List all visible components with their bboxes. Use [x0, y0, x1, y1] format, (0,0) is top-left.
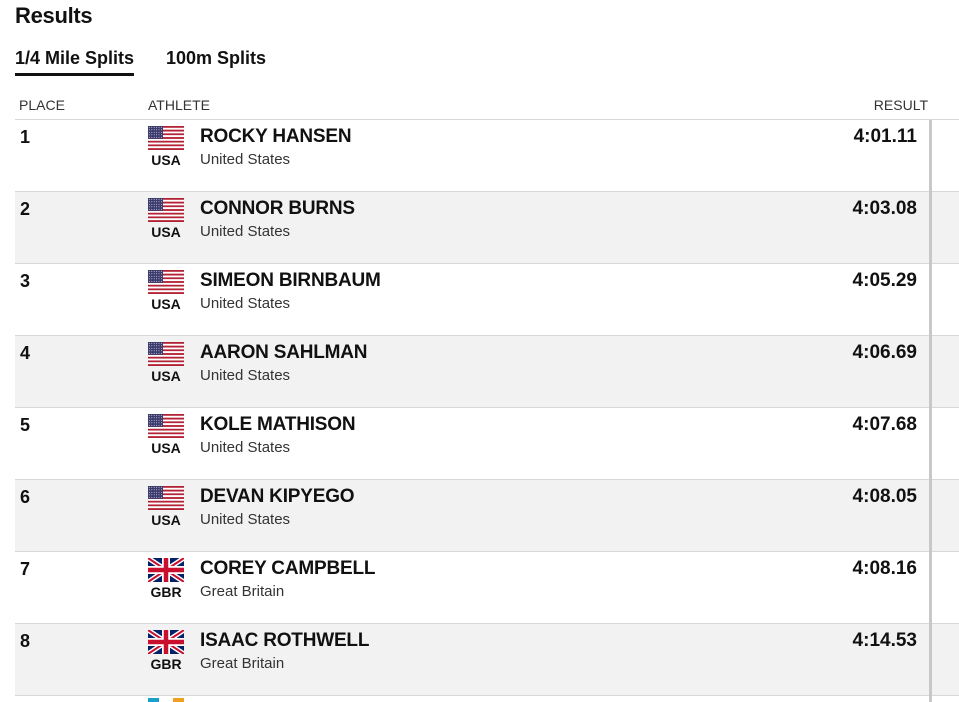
- table-row[interactable]: 2 USA CONNOR BURNS United States 4:03.08: [15, 192, 959, 264]
- column-header-result: RESULT: [873, 97, 928, 113]
- page-title: Results: [15, 3, 93, 28]
- usa-flag-icon: [148, 342, 184, 366]
- place-number: 3: [20, 271, 31, 291]
- tab-quarter-mile-splits[interactable]: 1/4 Mile Splits: [15, 48, 135, 76]
- athlete-name[interactable]: KOLE MATHISON: [200, 414, 356, 435]
- result-time: 4:07.68: [852, 414, 917, 435]
- result-time: 4:01.11: [853, 126, 917, 147]
- athlete-name[interactable]: COREY CAMPBELL: [200, 558, 376, 579]
- place-number: 7: [20, 559, 31, 579]
- table-row[interactable]: 4 USA AARON SAHLMAN United States 4:06.6…: [15, 336, 959, 408]
- country-name: United States: [200, 295, 291, 312]
- place-number: 1: [20, 127, 31, 147]
- usa-flag-icon: [148, 270, 184, 294]
- result-time: 4:08.16: [852, 558, 917, 579]
- result-time: 4:06.69: [852, 342, 917, 363]
- usa-flag-icon: [148, 486, 184, 510]
- country-code: USA: [151, 512, 181, 528]
- table-row[interactable]: 7 GBR COREY CAMPBELL Great Britain 4:08.…: [15, 552, 959, 624]
- athlete-name[interactable]: SIMEON BIRNBAUM: [200, 270, 381, 291]
- gbr-flag-icon: [148, 558, 184, 582]
- result-time: 4:03.08: [852, 198, 917, 219]
- table-row[interactable]: 1 USA ROCKY HANSEN United States 4:01.11: [15, 120, 959, 192]
- usa-flag-icon: [148, 414, 184, 438]
- country-name: United States: [200, 223, 291, 240]
- country-code: USA: [151, 152, 181, 168]
- usa-flag-icon: [148, 126, 184, 150]
- country-name: Great Britain: [200, 655, 285, 672]
- table-row[interactable]: 8 GBR ISAAC ROTHWELL Great Britain 4:14.…: [15, 624, 959, 696]
- result-time: 4:14.53: [852, 630, 917, 651]
- country-code: USA: [151, 368, 181, 384]
- country-code: USA: [151, 440, 181, 456]
- scrollbar-track[interactable]: [929, 120, 932, 702]
- country-code: USA: [151, 224, 181, 240]
- column-header-place: PLACE: [19, 97, 65, 113]
- country-code: GBR: [150, 584, 182, 600]
- place-number: 5: [20, 415, 31, 435]
- results-rows: 1 USA ROCKY HANSEN United States 4:01.11…: [15, 120, 959, 696]
- gbr-flag-icon: [148, 630, 184, 654]
- country-code: GBR: [150, 656, 182, 672]
- place-number: 8: [20, 631, 31, 651]
- usa-flag-icon: [148, 198, 184, 222]
- table-header: PLACE ATHLETE RESULT: [15, 90, 959, 120]
- country-name: United States: [200, 511, 291, 528]
- country-name: Great Britain: [200, 583, 285, 600]
- athlete-name[interactable]: AARON SAHLMAN: [200, 342, 368, 363]
- country-code: USA: [151, 296, 181, 312]
- partial-flag-icon: [148, 698, 184, 702]
- place-number: 6: [20, 487, 31, 507]
- place-number: 2: [20, 199, 31, 219]
- table-row[interactable]: 5 USA KOLE MATHISON United States 4:07.6…: [15, 408, 959, 480]
- result-time: 4:05.29: [852, 270, 917, 291]
- tab-100m-splits[interactable]: 100m Splits: [166, 48, 267, 68]
- athlete-name[interactable]: ISAAC ROTHWELL: [200, 630, 370, 651]
- country-name: United States: [200, 439, 291, 456]
- table-row[interactable]: 6 USA DEVAN KIPYEGO United States 4:08.0…: [15, 480, 959, 552]
- column-header-athlete: ATHLETE: [148, 97, 210, 113]
- country-name: United States: [200, 367, 291, 384]
- athlete-name[interactable]: CONNOR BURNS: [200, 198, 355, 219]
- table-row[interactable]: 3 USA SIMEON BIRNBAUM United States 4:05…: [15, 264, 959, 336]
- results-table: PLACE ATHLETE RESULT 1 USA ROCKY HANSEN …: [15, 90, 959, 696]
- country-name: United States: [200, 151, 291, 168]
- place-number: 4: [20, 343, 31, 363]
- athlete-name[interactable]: ROCKY HANSEN: [200, 126, 352, 147]
- result-time: 4:08.05: [852, 486, 917, 507]
- athlete-name[interactable]: DEVAN KIPYEGO: [200, 486, 355, 507]
